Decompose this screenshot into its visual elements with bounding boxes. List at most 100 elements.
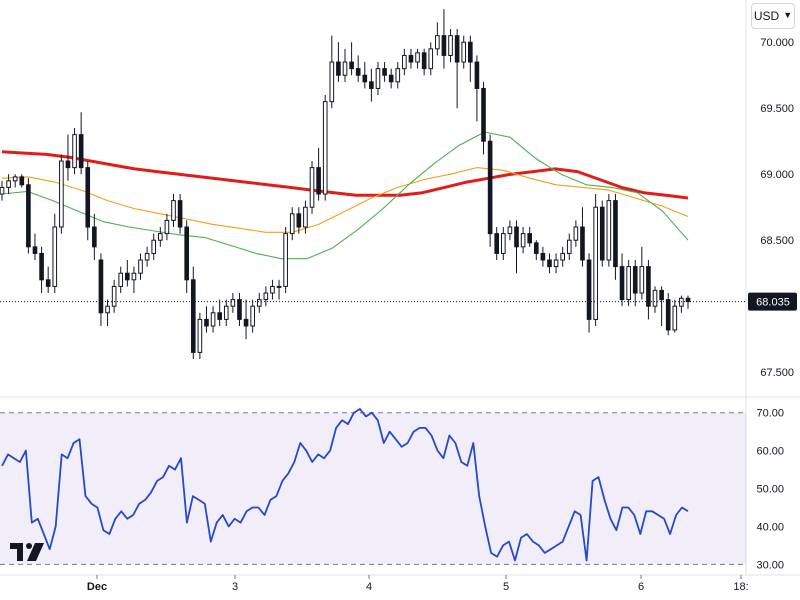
candle-body xyxy=(395,68,401,83)
currency-selector-button[interactable]: USD ▼ xyxy=(751,3,795,29)
candle-body xyxy=(157,233,163,241)
price-tick-label: 67.500 xyxy=(760,367,794,379)
rsi-tick-label: 60.00 xyxy=(756,446,784,458)
candlestick xyxy=(65,134,71,181)
candle-body xyxy=(402,54,407,70)
candle-body xyxy=(652,289,658,307)
candlestick xyxy=(349,42,354,76)
candle-body xyxy=(0,186,5,195)
candle-body xyxy=(646,266,651,307)
candle-body xyxy=(289,213,295,235)
candle-body xyxy=(514,226,519,248)
candle-body xyxy=(441,35,447,56)
candle-body xyxy=(263,292,269,301)
candlestick xyxy=(593,194,598,327)
time-axis-label: 5 xyxy=(503,581,509,593)
candle-body xyxy=(52,226,58,287)
candle-body xyxy=(580,226,585,261)
candle-body xyxy=(336,61,341,76)
candlestick xyxy=(388,68,394,89)
time-axis-label: 4 xyxy=(366,581,372,593)
candle-body xyxy=(349,61,354,70)
candle-body xyxy=(144,252,150,261)
candlestick xyxy=(111,279,117,313)
candlestick xyxy=(599,200,605,267)
candlestick xyxy=(415,48,420,69)
candlestick xyxy=(375,62,381,96)
candle-body xyxy=(283,233,288,287)
candlestick xyxy=(619,253,625,307)
candle-body xyxy=(59,160,64,228)
candlestick xyxy=(52,213,58,294)
candle-body xyxy=(72,134,77,169)
candlestick xyxy=(118,266,124,294)
candlestick xyxy=(639,246,645,300)
candlestick xyxy=(78,112,84,175)
candle-body xyxy=(639,266,645,294)
rsi-tick-label: 50.00 xyxy=(756,484,784,496)
candle-body xyxy=(533,242,539,254)
candlestick xyxy=(256,293,262,313)
candlestick xyxy=(520,227,526,254)
candle-body xyxy=(184,226,190,281)
candle-body xyxy=(421,52,427,70)
chevron-down-icon: ▼ xyxy=(783,10,793,20)
candle-body xyxy=(230,299,236,307)
candle-body xyxy=(342,61,348,76)
rsi-tick-label: 70.00 xyxy=(756,408,784,420)
candlestick xyxy=(672,299,678,333)
candlestick xyxy=(230,293,236,313)
candlestick xyxy=(39,246,44,294)
candle-body xyxy=(415,52,420,63)
candlestick xyxy=(500,227,506,261)
candlestick xyxy=(547,253,552,274)
candlestick xyxy=(85,161,91,241)
candle-body xyxy=(111,285,117,307)
candle-body xyxy=(672,305,678,331)
candlestick xyxy=(32,233,38,261)
candlestick xyxy=(289,207,295,241)
candlestick xyxy=(190,266,196,360)
candlestick xyxy=(533,240,539,261)
candlestick xyxy=(553,253,559,274)
candle-body xyxy=(382,68,387,76)
candlestick xyxy=(342,48,348,82)
candle-body xyxy=(19,176,25,186)
candlestick xyxy=(105,299,110,327)
candlestick xyxy=(566,233,572,261)
candlestick xyxy=(408,48,414,69)
candle-body xyxy=(448,35,453,56)
candle-body xyxy=(468,41,473,63)
candlestick xyxy=(395,62,401,89)
currency-label: USD xyxy=(753,9,780,23)
candle-body xyxy=(355,68,361,76)
candle-body xyxy=(26,184,31,248)
candle-body xyxy=(118,272,124,287)
candlestick xyxy=(243,299,249,340)
candlestick xyxy=(177,194,183,234)
candle-body xyxy=(296,213,302,228)
candle-body xyxy=(494,233,500,254)
candle-body xyxy=(553,259,559,268)
candle-body xyxy=(125,272,130,281)
candle-body xyxy=(428,48,434,70)
candle-body xyxy=(131,272,137,281)
candle-body xyxy=(164,219,170,235)
candle-body xyxy=(566,239,572,254)
candlestick xyxy=(626,260,631,307)
candle-body xyxy=(500,233,506,254)
candle-body xyxy=(599,206,605,261)
candle-body xyxy=(613,200,618,268)
candle-body xyxy=(6,180,11,188)
candlestick xyxy=(197,312,203,360)
candlestick xyxy=(560,246,565,267)
time-axis-label: 6 xyxy=(638,581,644,593)
tradingview-logo-icon[interactable] xyxy=(10,543,44,561)
candlestick xyxy=(59,154,64,234)
candlestick xyxy=(441,9,447,69)
candle-body xyxy=(190,279,196,353)
candlestick xyxy=(665,293,671,336)
candle-body xyxy=(237,299,242,320)
candlestick xyxy=(329,35,335,109)
